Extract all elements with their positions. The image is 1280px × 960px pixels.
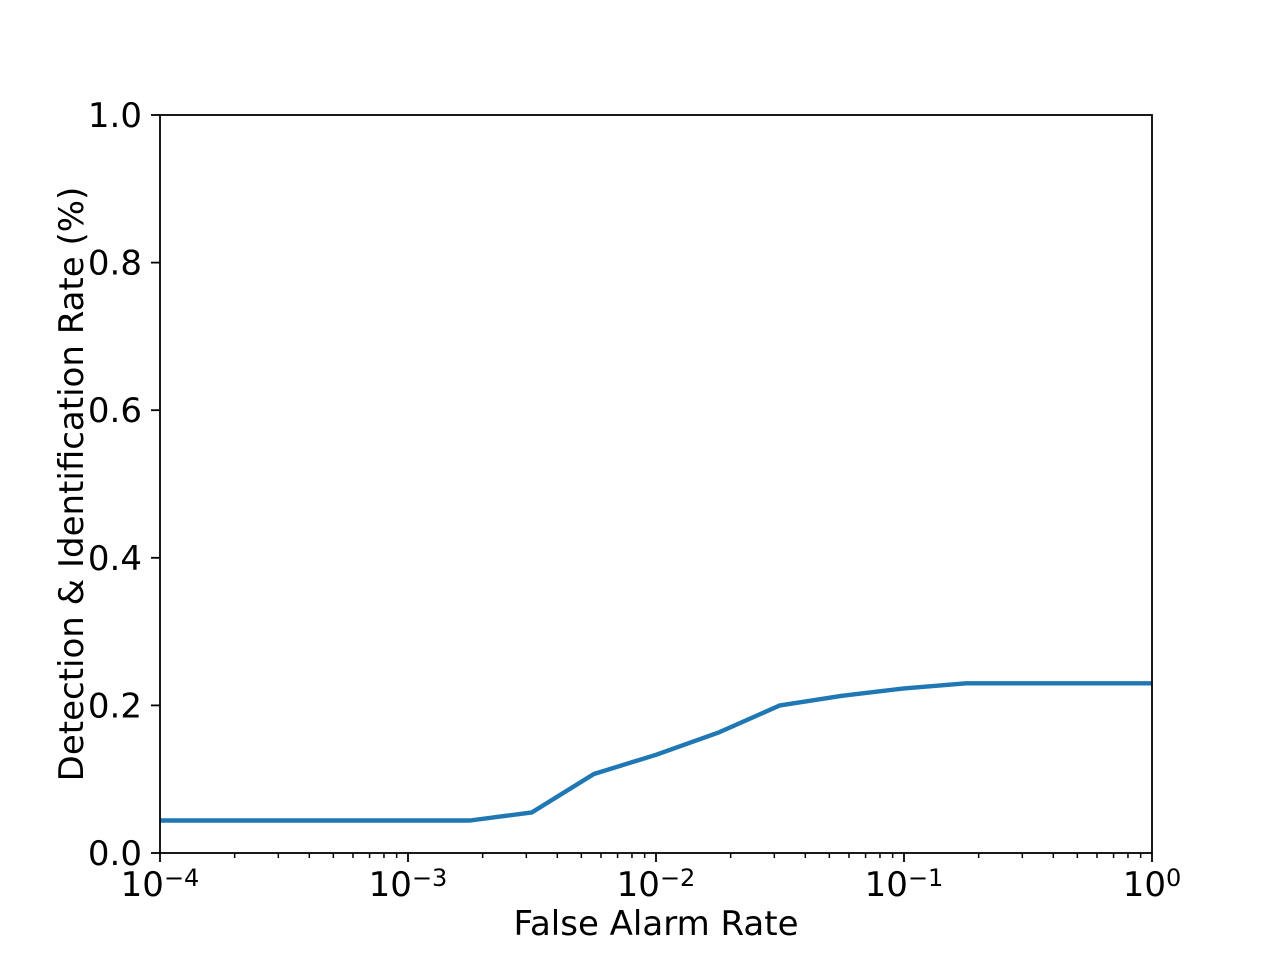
y-tick-label: 0.4 [88, 539, 142, 579]
y-tick-label: 0.8 [88, 244, 142, 284]
x-tick-label: 10−2 [617, 864, 696, 905]
y-tick-label: 0.6 [88, 391, 142, 431]
x-tick-label: 10−4 [121, 864, 200, 905]
x-axis-ticks: 10−4 10−3 10−2 10−1 100 [121, 853, 1182, 905]
x-axis-label: False Alarm Rate [513, 904, 799, 944]
y-axis-ticks: 0.0 0.2 0.4 0.6 0.8 1.0 [88, 96, 160, 874]
y-tick-label: 1.0 [88, 96, 142, 136]
plot-border [159, 114, 1153, 854]
det-curve-line [160, 681, 1152, 823]
y-tick-label: 0.0 [88, 834, 142, 874]
x-tick-label: 100 [1123, 864, 1182, 905]
y-tick-label: 0.2 [88, 686, 142, 726]
y-axis-label: Detection & Identification Rate (%) [52, 186, 92, 782]
x-tick-label: 10−1 [865, 864, 944, 905]
x-tick-label: 10−3 [369, 864, 448, 905]
